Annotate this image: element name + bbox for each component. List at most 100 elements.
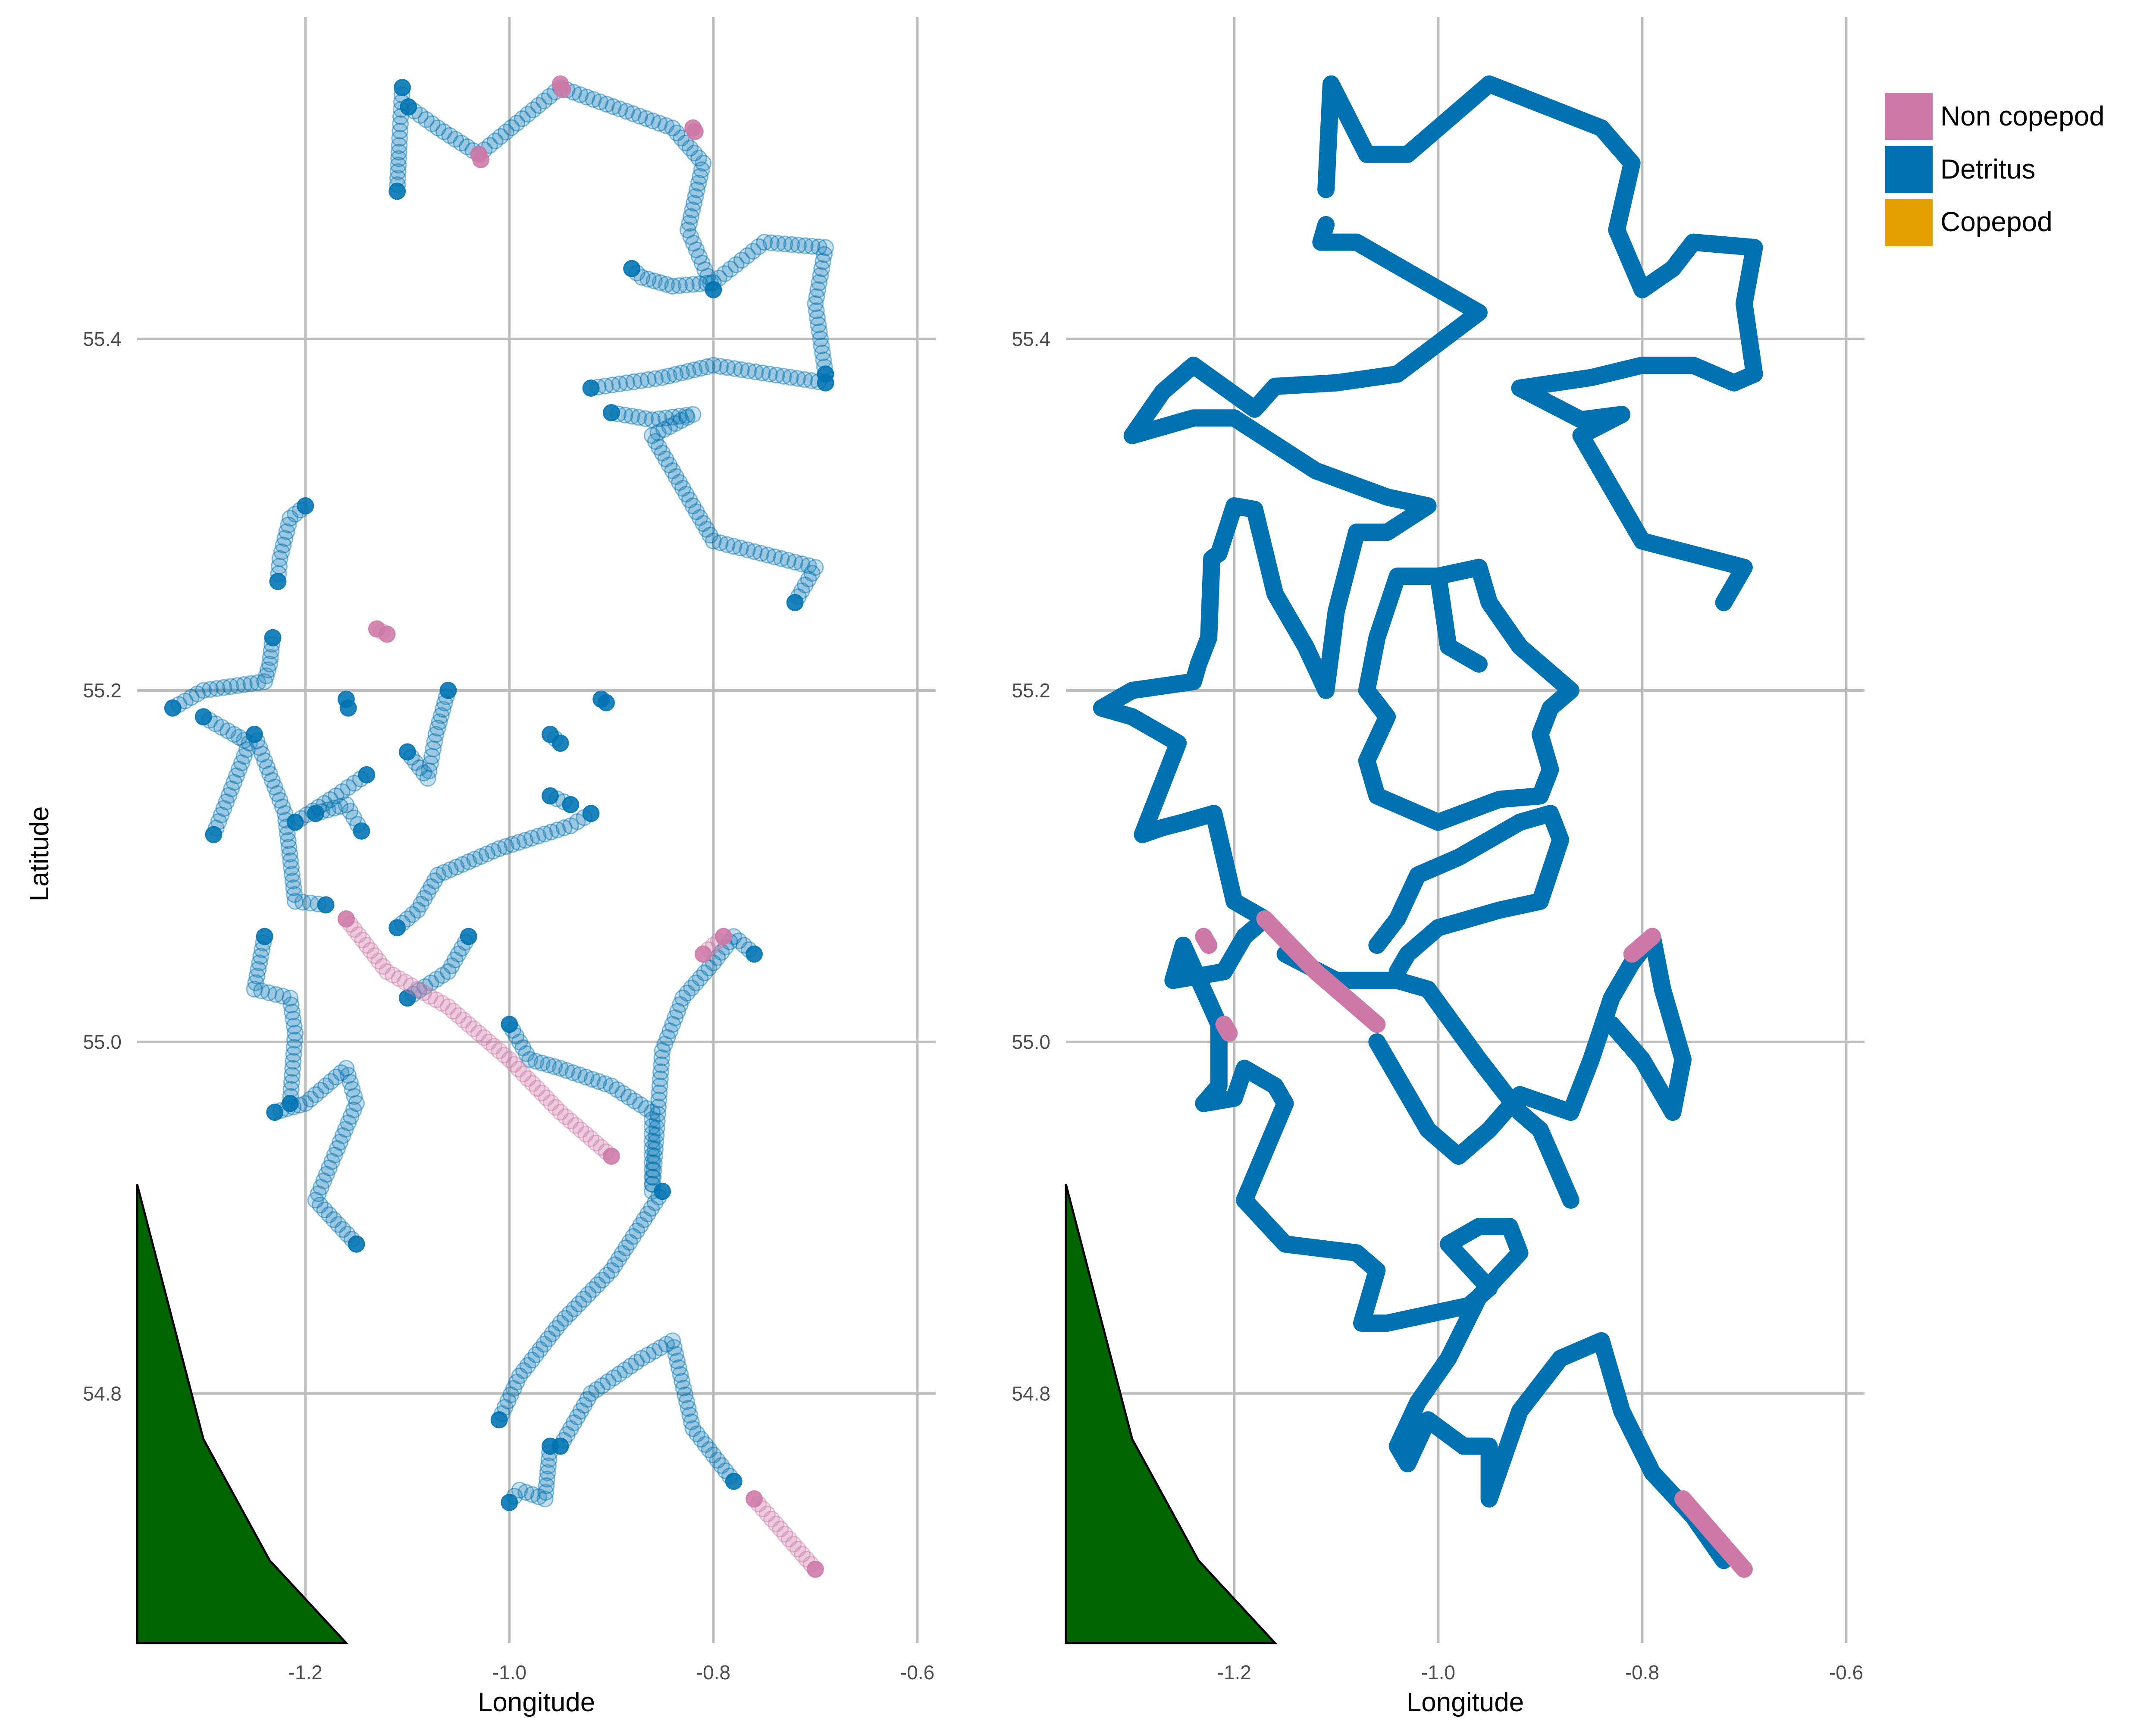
data-point xyxy=(514,110,531,127)
data-point xyxy=(740,362,757,380)
data-point xyxy=(531,1341,548,1358)
data-point xyxy=(266,778,283,796)
data-point xyxy=(712,358,729,375)
series-detritus xyxy=(164,79,834,1511)
data-point xyxy=(809,309,826,326)
data-point xyxy=(533,1054,551,1072)
data-point xyxy=(693,1430,710,1448)
data-point xyxy=(539,1457,557,1474)
data-point xyxy=(564,1064,582,1081)
data-point xyxy=(812,330,829,348)
data-point xyxy=(628,1222,646,1239)
data-point xyxy=(466,850,483,868)
data-point xyxy=(417,111,435,128)
data-point xyxy=(391,130,408,147)
data-point xyxy=(348,1235,365,1253)
data-point xyxy=(606,1256,624,1273)
data-point xyxy=(419,884,436,901)
data-point xyxy=(537,1484,555,1501)
data-point xyxy=(427,991,445,1008)
data-point xyxy=(686,122,704,140)
data-point xyxy=(555,819,573,837)
data-point xyxy=(337,1121,354,1138)
x-tick-label: -0.6 xyxy=(900,1661,934,1684)
data-point xyxy=(817,239,834,256)
data-point xyxy=(269,785,286,802)
data-point xyxy=(684,406,702,423)
data-point xyxy=(547,1099,564,1116)
data-point xyxy=(587,1134,605,1151)
data-point xyxy=(683,979,700,997)
data-point xyxy=(725,1473,743,1490)
data-point xyxy=(460,853,477,870)
data-point xyxy=(390,150,407,167)
data-point xyxy=(322,791,339,808)
data-point xyxy=(285,1053,302,1070)
data-point xyxy=(648,1126,665,1144)
data-point xyxy=(651,1084,668,1101)
data-point xyxy=(358,937,375,954)
data-point xyxy=(645,1169,662,1186)
data-point xyxy=(776,235,793,253)
data-point xyxy=(570,1295,588,1313)
data-point xyxy=(562,1113,579,1130)
data-point xyxy=(716,265,733,282)
data-point xyxy=(262,649,279,666)
data-point xyxy=(541,88,558,105)
data-point xyxy=(649,424,667,441)
data-point xyxy=(323,1153,341,1170)
data-point xyxy=(679,363,696,380)
data-point xyxy=(541,787,559,805)
data-point xyxy=(711,534,729,552)
data-point xyxy=(342,1074,359,1091)
data-point xyxy=(275,536,292,554)
data-point xyxy=(582,379,600,397)
data-point xyxy=(378,963,395,980)
data-point xyxy=(539,1056,557,1073)
data-point xyxy=(689,1425,706,1443)
data-point xyxy=(654,369,671,386)
data-point xyxy=(598,694,615,712)
data-point xyxy=(696,964,713,982)
data-point xyxy=(690,150,708,167)
data-point xyxy=(422,755,439,772)
data-point xyxy=(235,748,253,765)
data-point xyxy=(769,235,787,252)
data-point xyxy=(667,1346,684,1363)
data-point xyxy=(362,942,379,959)
data-point xyxy=(492,128,509,145)
data-point xyxy=(561,1305,578,1322)
data-point xyxy=(664,462,681,480)
data-point xyxy=(746,543,763,560)
data-point xyxy=(776,1525,793,1543)
data-point xyxy=(705,357,722,374)
data-point xyxy=(718,536,736,553)
data-point xyxy=(316,1201,333,1219)
data-point xyxy=(536,92,553,110)
data-point xyxy=(687,974,705,991)
data-point xyxy=(317,896,335,914)
data-point xyxy=(271,792,288,809)
data-point xyxy=(310,1185,327,1202)
data-point xyxy=(409,981,426,998)
data-point xyxy=(594,1377,611,1394)
data-point xyxy=(562,1420,579,1437)
data-point xyxy=(816,246,833,263)
y-tick-label: 54.8 xyxy=(1012,1382,1050,1405)
data-point xyxy=(752,545,770,562)
data-point xyxy=(398,743,416,761)
data-point xyxy=(327,787,345,805)
data-point xyxy=(344,1081,361,1098)
data-point xyxy=(549,821,566,838)
data-point xyxy=(552,1060,569,1077)
data-point xyxy=(673,364,690,382)
data-point xyxy=(577,1126,595,1143)
data-point xyxy=(626,1092,643,1110)
data-point xyxy=(423,878,440,895)
data-point xyxy=(639,1346,657,1364)
data-point xyxy=(434,701,451,718)
data-point xyxy=(620,1088,637,1106)
data-point xyxy=(397,974,414,991)
data-point xyxy=(285,1038,303,1056)
data-point xyxy=(616,1361,633,1379)
